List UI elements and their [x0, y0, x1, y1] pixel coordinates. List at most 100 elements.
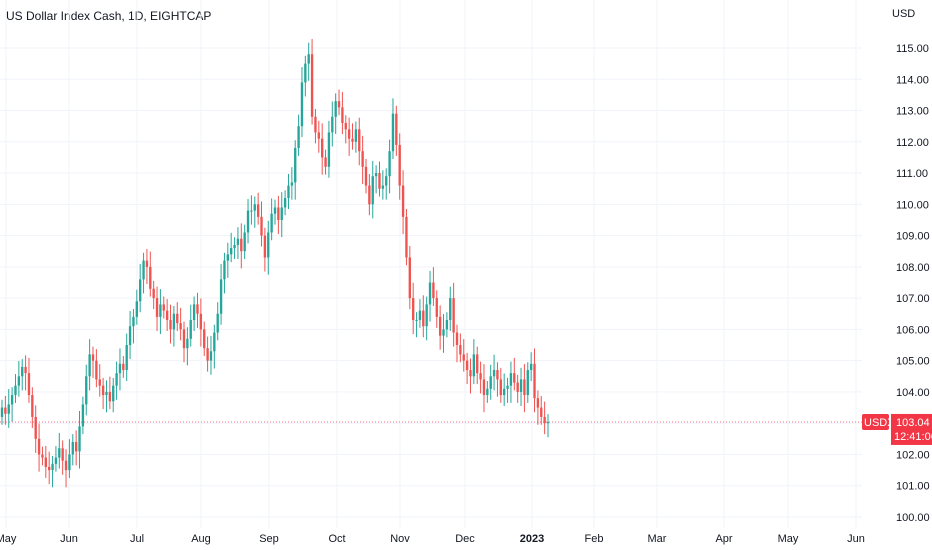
candle: [445, 312, 449, 338]
candle-body: [219, 279, 223, 314]
candle-body: [31, 395, 34, 417]
candle-body: [54, 457, 58, 464]
candle-body: [445, 320, 449, 330]
candle-body: [425, 304, 428, 327]
candle-body: [405, 216, 408, 258]
candle: [307, 42, 310, 81]
candle: [64, 449, 68, 488]
candle-body: [476, 354, 479, 374]
candle: [152, 280, 155, 310]
candle: [415, 312, 418, 338]
y-tick-label: 110.00: [896, 199, 929, 211]
candle-body: [277, 207, 280, 220]
candle: [354, 121, 358, 153]
candle-body: [371, 176, 374, 205]
candle-body: [27, 373, 31, 396]
candle-body: [209, 351, 213, 361]
candle: [401, 170, 405, 235]
candle: [230, 232, 233, 263]
candle: [462, 339, 465, 372]
candle-body: [132, 316, 135, 327]
candle-body: [304, 63, 307, 83]
candle: [74, 430, 78, 466]
candle: [368, 174, 371, 216]
candle-body: [536, 398, 540, 408]
candle-body: [179, 323, 182, 330]
time-axis[interactable]: May Jun Jul Aug Sep Oct Nov Dec 2023 Feb Mar Apr May…: [0, 533, 865, 545]
candle: [68, 439, 71, 478]
x-tick-label: Jul: [130, 533, 144, 545]
candle: [287, 174, 290, 210]
candle-body: [64, 460, 68, 471]
y-tick-label: 107.00: [896, 293, 930, 305]
candle: [344, 115, 347, 144]
candle-body: [162, 304, 165, 311]
candle-body: [10, 395, 14, 405]
candle-body: [546, 421, 550, 424]
candle-body: [4, 407, 7, 414]
candle-body: [283, 198, 287, 208]
candle: [455, 324, 459, 363]
candle-body: [125, 345, 128, 371]
y-tick-label: 101.00: [896, 481, 930, 493]
candle-body: [317, 132, 320, 139]
candle: [324, 149, 327, 175]
x-tick-label: Jun: [60, 533, 78, 545]
candle-body: [253, 204, 256, 211]
candle-body: [334, 101, 337, 117]
candle: [277, 195, 280, 235]
candle-body: [465, 360, 469, 371]
candle-body: [459, 345, 462, 355]
candle-body: [71, 441, 74, 455]
candle: [304, 55, 307, 97]
candle: [418, 299, 422, 328]
candle-body: [105, 391, 108, 396]
candle: [516, 374, 519, 403]
candle-body: [159, 304, 162, 317]
candle: [519, 367, 523, 407]
candle-body: [213, 332, 216, 352]
candle-body: [243, 232, 246, 252]
candle-body: [98, 379, 101, 386]
candle-body: [101, 385, 105, 396]
candle: [162, 296, 165, 319]
candle: [459, 333, 462, 363]
candle-body: [435, 298, 438, 317]
candle-body: [263, 235, 267, 258]
candle-body: [155, 298, 159, 317]
candle-body: [341, 107, 344, 124]
candle: [300, 67, 304, 138]
candles: [0, 38, 550, 488]
candle: [374, 165, 378, 194]
candle: [260, 201, 263, 247]
candle: [428, 270, 432, 322]
candle-body: [529, 363, 533, 371]
candle: [85, 364, 88, 416]
candle-body: [540, 407, 543, 417]
candle: [7, 389, 10, 428]
candle-body: [206, 348, 209, 361]
candle-body: [519, 379, 523, 392]
price-axis[interactable]: 100.00101.00102.00103.00104.00105.00106.…: [896, 43, 930, 524]
candle-body: [321, 138, 324, 158]
candle-body: [246, 210, 250, 233]
candle-body: [438, 316, 442, 336]
candle-body: [412, 298, 415, 321]
candle: [438, 305, 442, 350]
candle-body: [61, 448, 64, 461]
candle-body: [250, 210, 253, 212]
candle-body: [230, 248, 233, 255]
candle-body: [503, 388, 506, 396]
candle-body: [327, 132, 331, 167]
candle-body: [543, 416, 546, 424]
candle: [425, 296, 428, 341]
candle: [486, 380, 489, 403]
candle-body: [324, 157, 327, 167]
candle: [199, 298, 203, 347]
candle-body: [176, 313, 179, 324]
candle-body: [118, 363, 122, 374]
candle: [44, 446, 47, 478]
grid-lines: [0, 0, 862, 528]
candle: [250, 195, 253, 225]
